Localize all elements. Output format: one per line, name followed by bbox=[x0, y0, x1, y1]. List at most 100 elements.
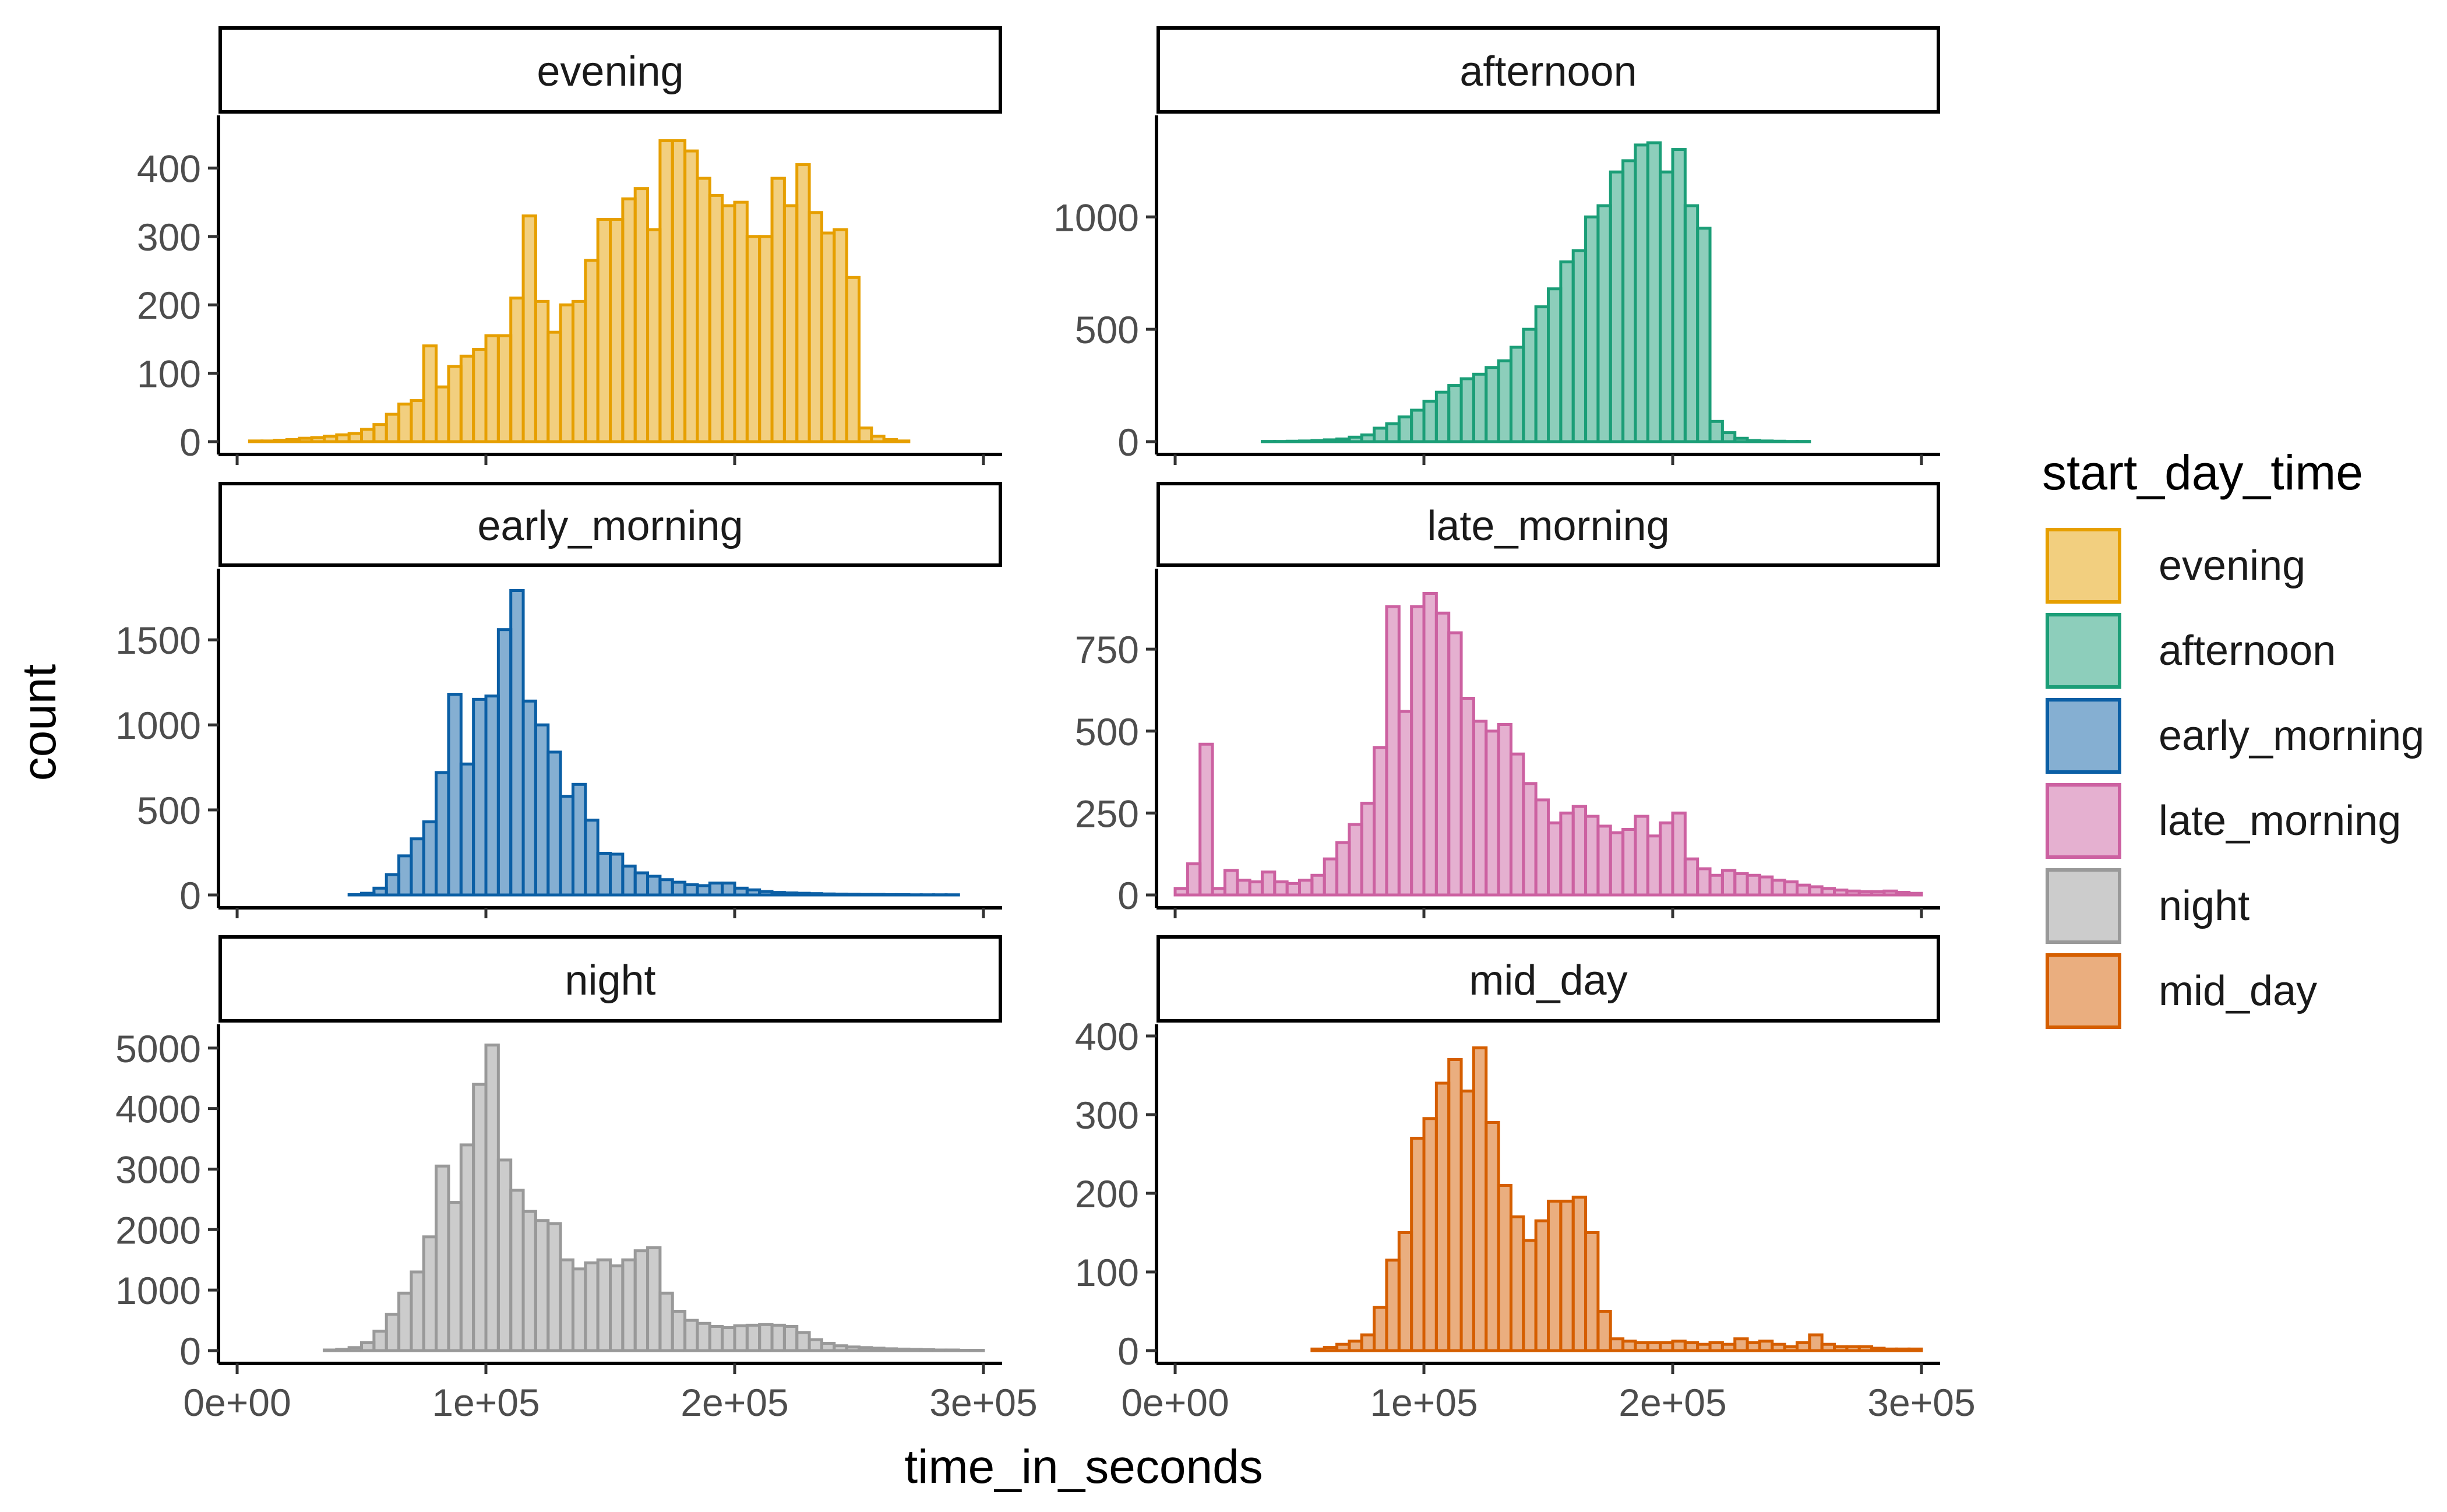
bar bbox=[1397, 1231, 1413, 1352]
bar bbox=[584, 819, 600, 897]
bar bbox=[248, 439, 264, 443]
y-tick-label: 250 bbox=[1075, 792, 1139, 835]
x-tick-label: 3e+05 bbox=[929, 1381, 1037, 1424]
bar bbox=[484, 694, 500, 897]
bar bbox=[758, 235, 774, 443]
bar bbox=[1422, 400, 1438, 443]
bar bbox=[621, 864, 637, 897]
bar bbox=[1596, 204, 1612, 443]
bar bbox=[397, 402, 413, 443]
y-tick-label: 300 bbox=[1075, 1094, 1139, 1137]
strip-label-late-morning: late_morning bbox=[1427, 503, 1669, 549]
bar bbox=[1571, 1196, 1588, 1352]
bar bbox=[820, 1342, 836, 1352]
bar bbox=[833, 893, 848, 897]
bar bbox=[1472, 372, 1488, 443]
bar bbox=[534, 1219, 550, 1352]
bar bbox=[1522, 1239, 1538, 1352]
bar bbox=[273, 439, 288, 443]
bar bbox=[1410, 408, 1426, 443]
panel-mid-day: mid_day 0 100 200 300 400 0e+00 1e+05 2e+05 3e+05 bbox=[1075, 935, 1976, 1424]
bar bbox=[671, 880, 687, 897]
bar bbox=[1820, 887, 1836, 897]
bar bbox=[1522, 327, 1538, 443]
bar bbox=[546, 750, 562, 897]
bar bbox=[1348, 435, 1363, 443]
bars-night bbox=[322, 1044, 985, 1352]
bar bbox=[322, 435, 339, 443]
bar bbox=[782, 204, 799, 443]
bar bbox=[1447, 631, 1463, 897]
legend-label-evening: evening bbox=[2159, 542, 2305, 589]
y-tick-label: 0 bbox=[1117, 1330, 1139, 1373]
bar bbox=[1609, 1337, 1625, 1352]
bar bbox=[1497, 723, 1512, 897]
x-tick-label: 1e+05 bbox=[432, 1381, 540, 1424]
bar bbox=[447, 693, 463, 897]
bar bbox=[1857, 890, 1874, 897]
bar bbox=[633, 1249, 650, 1352]
bar bbox=[1696, 867, 1712, 897]
legend-swatch-night bbox=[2046, 868, 2121, 944]
bar bbox=[1634, 815, 1649, 897]
bar bbox=[1746, 439, 1761, 443]
bar bbox=[372, 1330, 388, 1352]
bar bbox=[1758, 875, 1774, 897]
bar bbox=[422, 820, 438, 897]
bar bbox=[1783, 880, 1799, 897]
x-tick-label: 0e+00 bbox=[183, 1381, 291, 1424]
bar bbox=[633, 871, 650, 897]
y-tick-label: 0 bbox=[1117, 874, 1139, 917]
panel-evening: evening 0 100 200 300 400 bbox=[137, 26, 1002, 465]
bar bbox=[1298, 879, 1314, 897]
bar bbox=[1459, 377, 1475, 443]
bar bbox=[708, 193, 724, 443]
bar bbox=[795, 1331, 811, 1352]
bar bbox=[671, 1310, 687, 1352]
bar bbox=[1609, 831, 1625, 897]
bar bbox=[1720, 869, 1737, 897]
bar bbox=[1447, 384, 1463, 443]
bar bbox=[385, 413, 401, 443]
bar bbox=[484, 1044, 500, 1352]
bar bbox=[1373, 746, 1388, 897]
y-tick-label: 500 bbox=[1075, 308, 1139, 351]
bar bbox=[1472, 1046, 1488, 1352]
strip-box-afternoon bbox=[1156, 26, 1940, 114]
bar bbox=[1422, 1117, 1438, 1352]
bar bbox=[1584, 815, 1600, 897]
bar bbox=[919, 1348, 936, 1352]
bar bbox=[1808, 1333, 1824, 1352]
bar bbox=[621, 1258, 637, 1352]
y-tick-label: 0 bbox=[179, 421, 201, 464]
legend: start_day_time evening afternoon early_mor… bbox=[2042, 445, 2424, 1030]
bar bbox=[1298, 439, 1314, 443]
bar bbox=[1509, 752, 1525, 897]
bar bbox=[584, 259, 600, 443]
bar bbox=[1621, 159, 1637, 443]
bar bbox=[571, 299, 587, 443]
bar bbox=[1323, 1346, 1339, 1352]
facet-panels: evening0100200300400afternoon05001000ear… bbox=[115, 26, 1976, 1424]
bar bbox=[1559, 1200, 1575, 1352]
bar bbox=[758, 1323, 774, 1352]
bar bbox=[422, 1235, 438, 1352]
bar bbox=[347, 432, 364, 443]
bar bbox=[1223, 869, 1239, 897]
bar bbox=[1497, 359, 1512, 443]
bar bbox=[895, 1347, 911, 1352]
bar bbox=[1634, 143, 1649, 443]
y-tick-label: 100 bbox=[137, 353, 201, 396]
bar bbox=[559, 1258, 574, 1352]
bar bbox=[1609, 170, 1625, 443]
bar bbox=[770, 891, 786, 897]
bar bbox=[683, 883, 699, 897]
bar bbox=[1485, 1121, 1500, 1352]
bar bbox=[1870, 890, 1886, 897]
bar bbox=[1335, 437, 1351, 443]
x-axis-title: time_in_seconds bbox=[904, 1440, 1263, 1493]
bar bbox=[820, 231, 836, 443]
bar bbox=[1659, 170, 1674, 443]
bar bbox=[1547, 1200, 1563, 1352]
bar bbox=[758, 890, 774, 897]
